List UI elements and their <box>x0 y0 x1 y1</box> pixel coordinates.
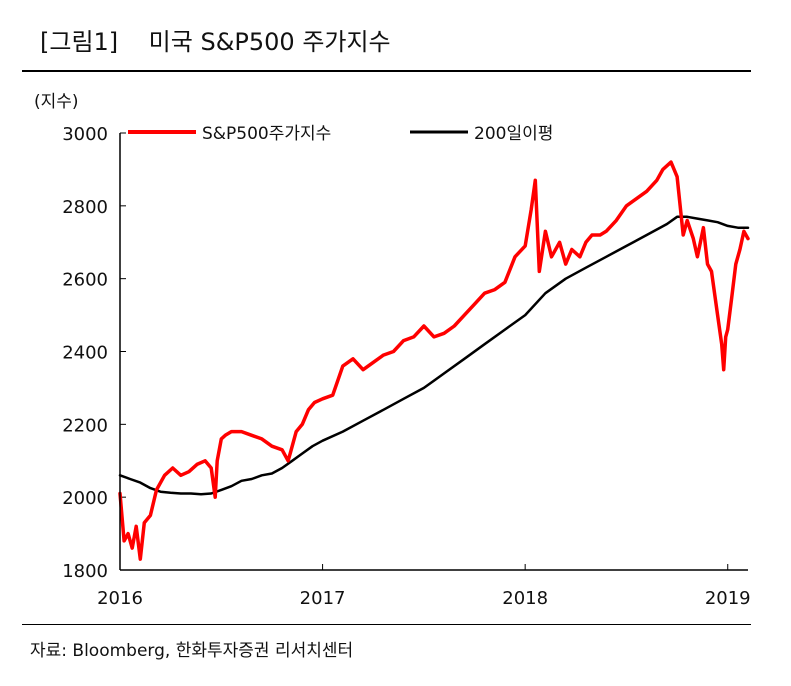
y-tick-label: 3000 <box>62 124 108 145</box>
y-tick-label: 1800 <box>62 561 108 582</box>
y-unit-label: (지수) <box>34 92 79 112</box>
y-tick-label: 2200 <box>62 415 108 436</box>
series-lines <box>118 160 750 561</box>
x-tick-label: 2019 <box>705 588 751 609</box>
top-rule <box>22 70 751 72</box>
y-tick-label: 2800 <box>62 197 108 218</box>
y-tick-label: 2400 <box>62 343 108 364</box>
legend-label: 200일이평 <box>474 124 553 144</box>
legend: S&P500주가지수 200일이평 <box>128 124 553 144</box>
x-tick-label: 2016 <box>97 588 143 609</box>
figure-title: [그림1] 미국 S&P500 주가지수 <box>40 28 391 56</box>
y-tick-label: 2000 <box>62 488 108 509</box>
legend-item-ma200: 200일이평 <box>410 124 553 144</box>
legend-label: S&P500주가지수 <box>202 124 331 144</box>
x-tick-label: 2017 <box>300 588 346 609</box>
bottom-rule <box>22 624 751 625</box>
y-tick-label: 2600 <box>62 270 108 291</box>
source-note: 자료: Bloomberg, 한화투자증권 리서치센터 <box>30 641 354 661</box>
series-line-ma200 <box>118 215 750 496</box>
axes <box>119 133 748 571</box>
legend-item-sp500: S&P500주가지수 <box>128 124 331 144</box>
x-tick-label: 2018 <box>502 588 548 609</box>
axis-ticks: 1800 2000 2200 2400 2600 2800 3000 2016 2017 2018… <box>62 124 750 609</box>
series-line-sp500 <box>118 160 750 561</box>
